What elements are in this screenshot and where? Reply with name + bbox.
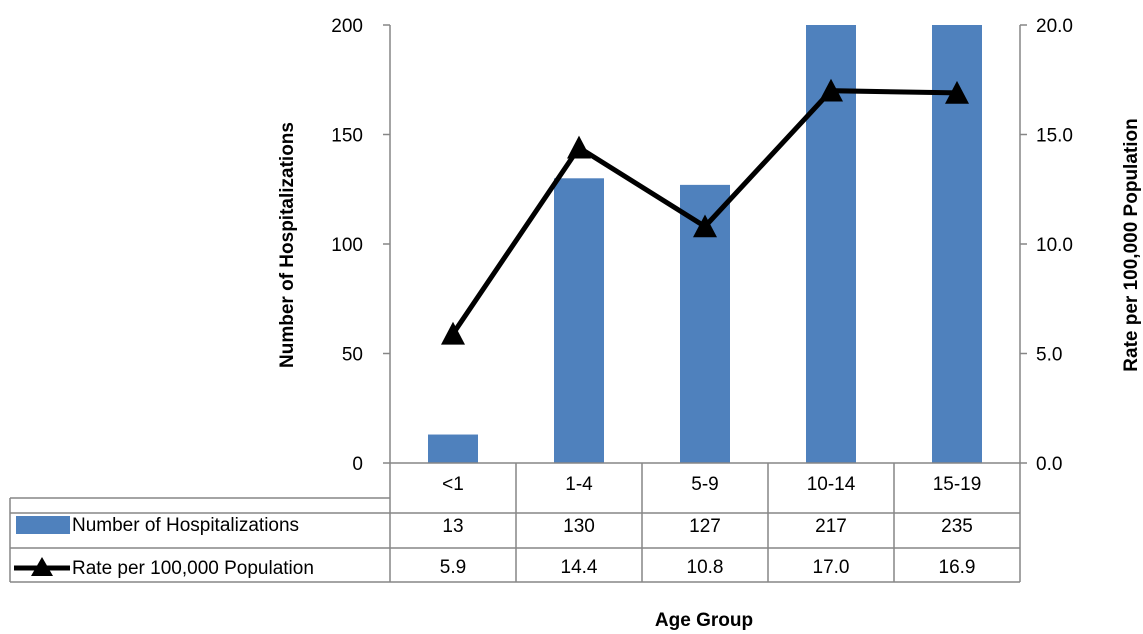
legend-label: Rate per 100,000 Population [72, 558, 314, 579]
rate-point-0 [441, 321, 465, 345]
bar-1 [554, 178, 604, 464]
table-cell-rate: 5.9 [440, 557, 466, 578]
plot-area: 0 50 100 150 200 0.0 5.0 10.0 15.0 20.0 [331, 16, 1073, 475]
table-cell-rate: 17.0 [813, 557, 850, 578]
legend-label: Number of Hospitalizations [72, 515, 299, 536]
y-tick-label: 50 [342, 345, 363, 366]
table-cell-bars: 130 [563, 516, 595, 537]
table-cell-bars: 127 [689, 516, 721, 537]
y-tick-label: 0 [352, 454, 363, 475]
data-table: <1 1-4 5-9 10-14 15-19 Number of Hospitalizat… [9, 463, 1021, 583]
table-cell-bars: 235 [941, 516, 973, 537]
y-tick-label: 100 [331, 235, 363, 256]
legend-swatch-bars [16, 516, 70, 534]
x-tick-label: 1-4 [565, 474, 593, 495]
x-axis-title: Age Group [655, 610, 753, 631]
x-tick-label: <1 [442, 474, 464, 495]
y-tick-label: 200 [331, 16, 363, 37]
table-cell-rate: 14.4 [561, 557, 598, 578]
y2-tick-label: 10.0 [1036, 235, 1073, 256]
y2-tick-label: 0.0 [1036, 454, 1062, 475]
x-tick-label: 10-14 [807, 474, 856, 495]
y-tick-label: 150 [331, 126, 363, 147]
y2-tick-label: 15.0 [1036, 126, 1073, 147]
y2-tick-label: 20.0 [1036, 16, 1073, 37]
rate-point-3 [819, 78, 843, 102]
rate-point-2 [693, 214, 717, 238]
table-cell-bars: 217 [815, 516, 847, 537]
table-cell-rate: 10.8 [687, 557, 724, 578]
x-tick-label: 15-19 [933, 474, 982, 495]
legend-swatch-marker [31, 557, 53, 576]
bar-0 [428, 434, 478, 463]
rate-point-4 [945, 80, 969, 104]
x-tick-label: 5-9 [691, 474, 718, 495]
table-cell-bars: 13 [442, 516, 463, 537]
rate-point-1 [567, 135, 591, 159]
y2-axis-title: Rate per 100,000 Population [1121, 118, 1142, 371]
table-cell-rate: 16.9 [939, 557, 976, 578]
y-axis-title: Number of Hospitalizations [277, 122, 298, 368]
y2-tick-label: 5.0 [1036, 345, 1062, 366]
